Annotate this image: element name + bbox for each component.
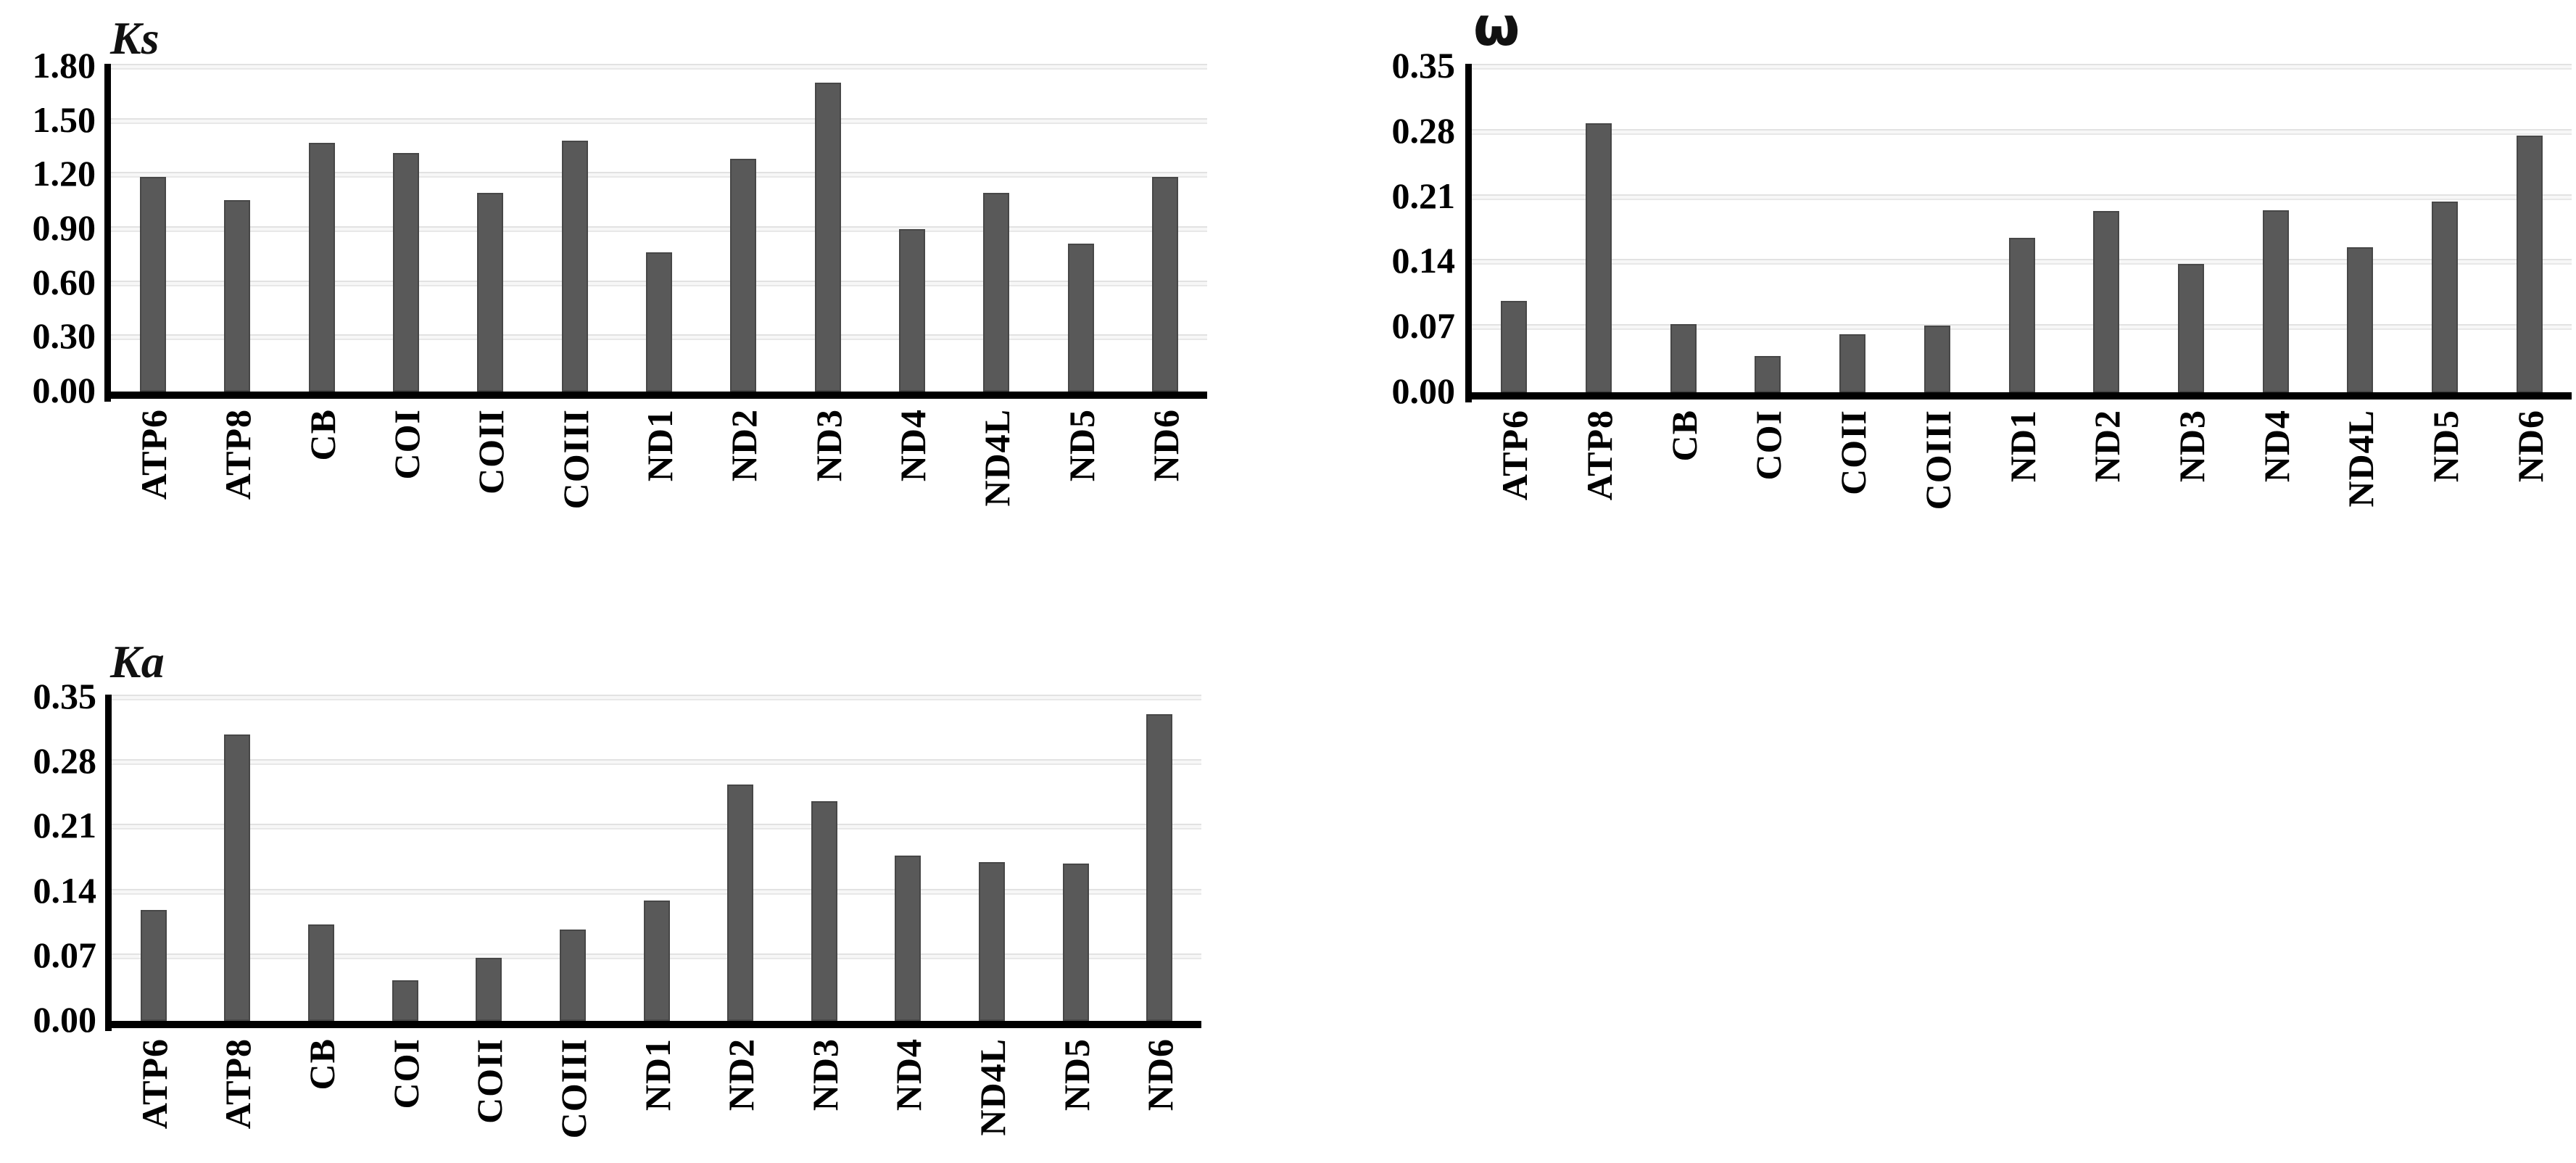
bar-atp8 [224, 200, 250, 392]
y-tick-label: 0.07 [33, 934, 97, 975]
y-tick-label: 0.00 [32, 370, 96, 410]
y-axis-line [1465, 64, 1472, 402]
y-tick-label: 0.35 [33, 676, 97, 716]
gridline [112, 695, 1201, 700]
gridline [1472, 128, 2572, 135]
bar-atp6 [141, 910, 167, 1021]
y-tick-label: 0.14 [33, 869, 97, 911]
x-tick-label: ATP6 [134, 1038, 175, 1130]
bar-nd2 [730, 159, 756, 392]
bar-nd4l [2347, 247, 2373, 392]
bar-nd3 [811, 801, 837, 1021]
bar-nd1 [2009, 238, 2035, 392]
x-tick-label: COI [386, 1038, 426, 1109]
x-tick-label: ND4 [888, 1038, 929, 1112]
gridline [111, 117, 1207, 124]
bar-nd3 [2178, 264, 2204, 392]
y-tick-label: 0.21 [1391, 175, 1456, 216]
y-tick-label: 0.00 [33, 999, 97, 1040]
gridline [1472, 64, 2572, 70]
bar-nd6 [1146, 714, 1172, 1021]
gridline [111, 226, 1207, 232]
bar-coii [1839, 334, 1865, 392]
x-tick-label: ND2 [721, 1038, 761, 1112]
bar-nd6 [2517, 136, 2543, 392]
ka-chart-title: Ka [110, 636, 165, 687]
x-tick-label: ND6 [1140, 1038, 1180, 1112]
gridline [112, 824, 1201, 830]
y-tick-label: 0.28 [1391, 109, 1456, 151]
y-axis-line [105, 695, 112, 1031]
bar-coiii [562, 141, 588, 392]
y-tick-label: 1.20 [32, 153, 96, 194]
x-tick-label: COIII [553, 1038, 594, 1139]
bar-nd3 [815, 83, 841, 392]
x-tick-label: ATP8 [218, 1038, 258, 1130]
y-tick-label: 0.28 [33, 740, 97, 782]
bar-nd6 [1152, 177, 1178, 392]
y-tick-label: 0.60 [32, 261, 96, 302]
bar-coii [477, 193, 503, 392]
bar-coiii [560, 930, 586, 1021]
bar-nd5 [1063, 864, 1089, 1021]
bar-nd2 [2093, 211, 2119, 392]
omega-chart-title: ω [1473, 0, 1520, 58]
gridline [1472, 194, 2572, 200]
x-tick-label: ND4L [972, 1038, 1013, 1136]
gridline [111, 172, 1207, 178]
bar-nd4l [983, 193, 1009, 392]
bar-nd5 [2432, 202, 2458, 392]
bar-nd4 [895, 856, 921, 1021]
x-tick-label: CB [302, 1038, 342, 1090]
bar-nd4 [2263, 210, 2289, 392]
bar-nd4l [979, 862, 1005, 1021]
y-axis-line [104, 64, 111, 402]
bar-cb [1670, 324, 1697, 392]
x-tick-label: COII [469, 1038, 510, 1124]
bar-atp8 [224, 734, 250, 1021]
bar-cb [309, 143, 335, 392]
y-tick-label: 0.35 [1391, 45, 1456, 86]
ks-chart-title: Ks [110, 12, 160, 64]
x-tick-label: ND5 [1056, 1038, 1097, 1112]
bar-atp6 [140, 177, 166, 392]
y-tick-label: 0.30 [32, 315, 96, 357]
bar-coii [476, 958, 502, 1021]
bar-nd2 [727, 785, 753, 1021]
y-tick-label: 1.80 [32, 45, 96, 86]
bar-coiii [1924, 326, 1950, 392]
x-tick-label: ND1 [637, 1038, 678, 1112]
y-tick-label: 0.07 [1391, 305, 1456, 347]
bar-nd1 [644, 901, 670, 1021]
bar-atp8 [1586, 123, 1612, 392]
bar-nd1 [646, 252, 672, 392]
gridline [112, 759, 1201, 766]
bar-nd4 [899, 229, 925, 392]
y-tick-label: 0.00 [1391, 371, 1456, 411]
bar-atp6 [1501, 301, 1527, 392]
x-axis-line [105, 1021, 1201, 1028]
y-tick-label: 0.21 [33, 805, 97, 846]
x-axis-line [104, 392, 1207, 399]
y-tick-label: 0.90 [32, 207, 96, 248]
bar-coi [393, 153, 419, 392]
bar-coi [392, 980, 418, 1021]
bar-cb [308, 924, 334, 1021]
y-tick-label: 0.14 [1391, 240, 1456, 281]
gridline [112, 888, 1201, 895]
y-tick-label: 1.50 [32, 99, 96, 140]
bar-nd5 [1068, 244, 1094, 392]
bar-coi [1755, 356, 1781, 392]
x-axis-line [1465, 392, 2572, 400]
gridline [111, 64, 1207, 70]
x-tick-label: ND3 [805, 1038, 845, 1112]
